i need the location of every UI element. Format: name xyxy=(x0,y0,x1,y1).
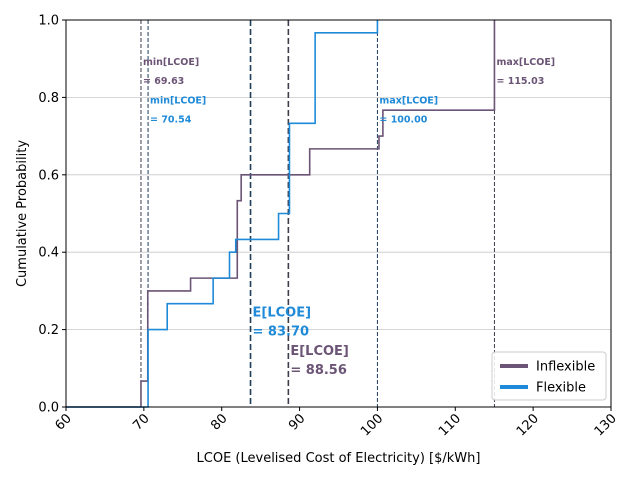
legend-label: Inflexible xyxy=(536,360,595,375)
annotation-value: = 69.63 xyxy=(143,76,184,87)
y-tick-label: 0.4 xyxy=(38,246,59,261)
y-tick-label: 0.2 xyxy=(38,323,59,338)
annotations: min[LCOE] = 69.63 min[LCOE] = 70.54 max[LCOE… xyxy=(143,57,555,378)
annotation-label: max[LCOE] xyxy=(496,57,555,68)
x-tick-label: 80 xyxy=(208,411,230,433)
y-tick-label: 1.0 xyxy=(38,14,59,29)
annotation-value: = 70.54 xyxy=(150,115,192,126)
x-tick-label: 110 xyxy=(436,411,464,439)
x-tick-label: 120 xyxy=(514,411,542,439)
annotation-label: min[LCOE] xyxy=(150,96,206,107)
x-tick-label: 90 xyxy=(286,411,308,433)
y-tick-label: 0.6 xyxy=(38,168,59,183)
annotation-label: max[LCOE] xyxy=(379,96,438,107)
legend: Inflexible Flexible xyxy=(491,351,607,401)
y-axis-label: Cumulative Probability xyxy=(15,140,30,287)
annotation-label: E[LCOE] xyxy=(253,305,312,320)
y-tick-label: 0.0 xyxy=(38,401,59,416)
annotation-label: min[LCOE] xyxy=(143,57,199,68)
legend-label: Flexible xyxy=(536,381,586,396)
annotation-value: = 88.56 xyxy=(290,363,347,378)
x-axis-label: LCOE (Levelised Cost of Electricity) [$/… xyxy=(197,451,481,466)
y-tick-label: 0.8 xyxy=(38,91,59,106)
annotation-value: = 100.00 xyxy=(379,115,427,126)
series-line-flexible xyxy=(66,20,379,408)
x-tick-label: 70 xyxy=(130,411,152,433)
annotation-value: = 115.03 xyxy=(496,76,544,87)
series-lines xyxy=(66,20,496,408)
annotation-value: = 83.70 xyxy=(253,324,310,339)
plot-frame xyxy=(65,19,612,408)
annotation-label: E[LCOE] xyxy=(290,344,349,359)
x-tick-label: 100 xyxy=(358,411,386,439)
x-tick-label: 130 xyxy=(592,411,620,439)
